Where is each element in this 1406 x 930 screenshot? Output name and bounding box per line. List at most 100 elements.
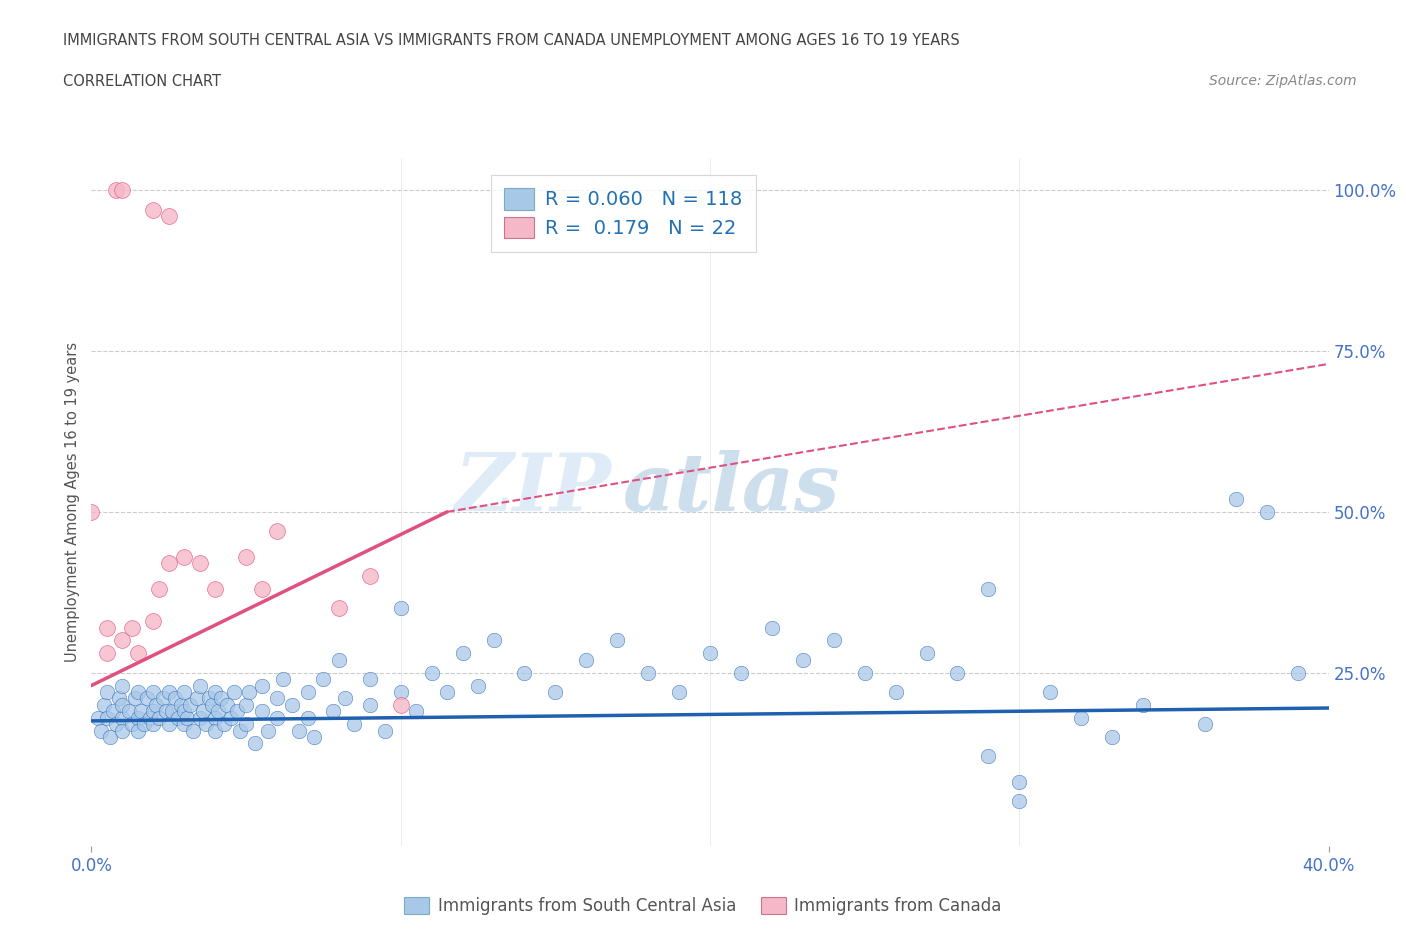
Point: [915, 646, 938, 661]
Point: [333, 691, 356, 706]
Point: [420, 665, 443, 680]
Point: [238, 684, 260, 699]
Point: [235, 550, 257, 565]
Point: [359, 698, 381, 712]
Point: [977, 581, 1000, 596]
Point: [389, 601, 412, 616]
Point: [513, 665, 536, 680]
Point: [173, 684, 195, 699]
Text: CORRELATION CHART: CORRELATION CHART: [63, 74, 221, 89]
Point: [142, 684, 165, 699]
Point: [127, 724, 149, 738]
Point: [198, 691, 221, 706]
Point: [93, 698, 115, 712]
Point: [668, 684, 690, 699]
Point: [287, 724, 309, 738]
Point: [96, 711, 118, 725]
Point: [359, 569, 381, 584]
Point: [111, 724, 134, 738]
Point: [194, 717, 217, 732]
Point: [111, 711, 134, 725]
Point: [148, 581, 170, 596]
Point: [127, 684, 149, 699]
Point: [163, 691, 186, 706]
Point: [170, 698, 193, 712]
Point: [204, 684, 226, 699]
Point: [207, 704, 229, 719]
Point: [157, 556, 180, 571]
Point: [176, 711, 198, 725]
Point: [235, 717, 257, 732]
Point: [188, 711, 211, 725]
Point: [328, 601, 350, 616]
Point: [80, 504, 103, 519]
Point: [405, 704, 427, 719]
Point: [145, 698, 167, 712]
Point: [173, 550, 195, 565]
Point: [266, 524, 288, 538]
Point: [179, 698, 201, 712]
Point: [250, 581, 273, 596]
Legend: Immigrants from South Central Asia, Immigrants from Canada: Immigrants from South Central Asia, Immi…: [398, 890, 1008, 922]
Point: [1008, 794, 1031, 809]
Point: [101, 704, 124, 719]
Point: [142, 717, 165, 732]
Point: [152, 691, 174, 706]
Point: [188, 556, 211, 571]
Point: [1194, 717, 1216, 732]
Point: [374, 724, 396, 738]
Point: [1132, 698, 1154, 712]
Legend: R = 0.060   N = 118, R =  0.179   N = 22: R = 0.060 N = 118, R = 0.179 N = 22: [491, 175, 756, 252]
Point: [256, 724, 278, 738]
Point: [136, 691, 159, 706]
Point: [132, 717, 155, 732]
Point: [389, 684, 412, 699]
Point: [606, 633, 628, 648]
Point: [302, 729, 325, 744]
Point: [90, 724, 112, 738]
Point: [157, 208, 180, 223]
Point: [853, 665, 876, 680]
Point: [96, 620, 118, 635]
Point: [451, 646, 474, 661]
Point: [266, 711, 288, 725]
Point: [173, 717, 195, 732]
Point: [761, 620, 783, 635]
Point: [250, 678, 273, 693]
Point: [266, 691, 288, 706]
Point: [482, 633, 505, 648]
Point: [98, 729, 121, 744]
Point: [105, 717, 128, 732]
Point: [467, 678, 489, 693]
Point: [209, 691, 232, 706]
Point: [1039, 684, 1062, 699]
Point: [575, 652, 598, 667]
Point: [225, 704, 247, 719]
Point: [343, 717, 366, 732]
Point: [699, 646, 721, 661]
Point: [389, 698, 412, 712]
Point: [142, 614, 165, 629]
Point: [186, 691, 208, 706]
Point: [214, 717, 236, 732]
Point: [322, 704, 344, 719]
Point: [157, 717, 180, 732]
Point: [977, 749, 1000, 764]
Point: [108, 691, 131, 706]
Point: [271, 671, 294, 686]
Point: [188, 678, 211, 693]
Point: [235, 698, 257, 712]
Point: [359, 671, 381, 686]
Point: [111, 678, 134, 693]
Point: [792, 652, 814, 667]
Point: [183, 724, 205, 738]
Point: [1256, 504, 1278, 519]
Point: [312, 671, 335, 686]
Point: [111, 698, 134, 712]
Point: [217, 698, 239, 712]
Point: [96, 646, 118, 661]
Point: [297, 684, 319, 699]
Point: [111, 633, 134, 648]
Point: [436, 684, 458, 699]
Point: [219, 711, 242, 725]
